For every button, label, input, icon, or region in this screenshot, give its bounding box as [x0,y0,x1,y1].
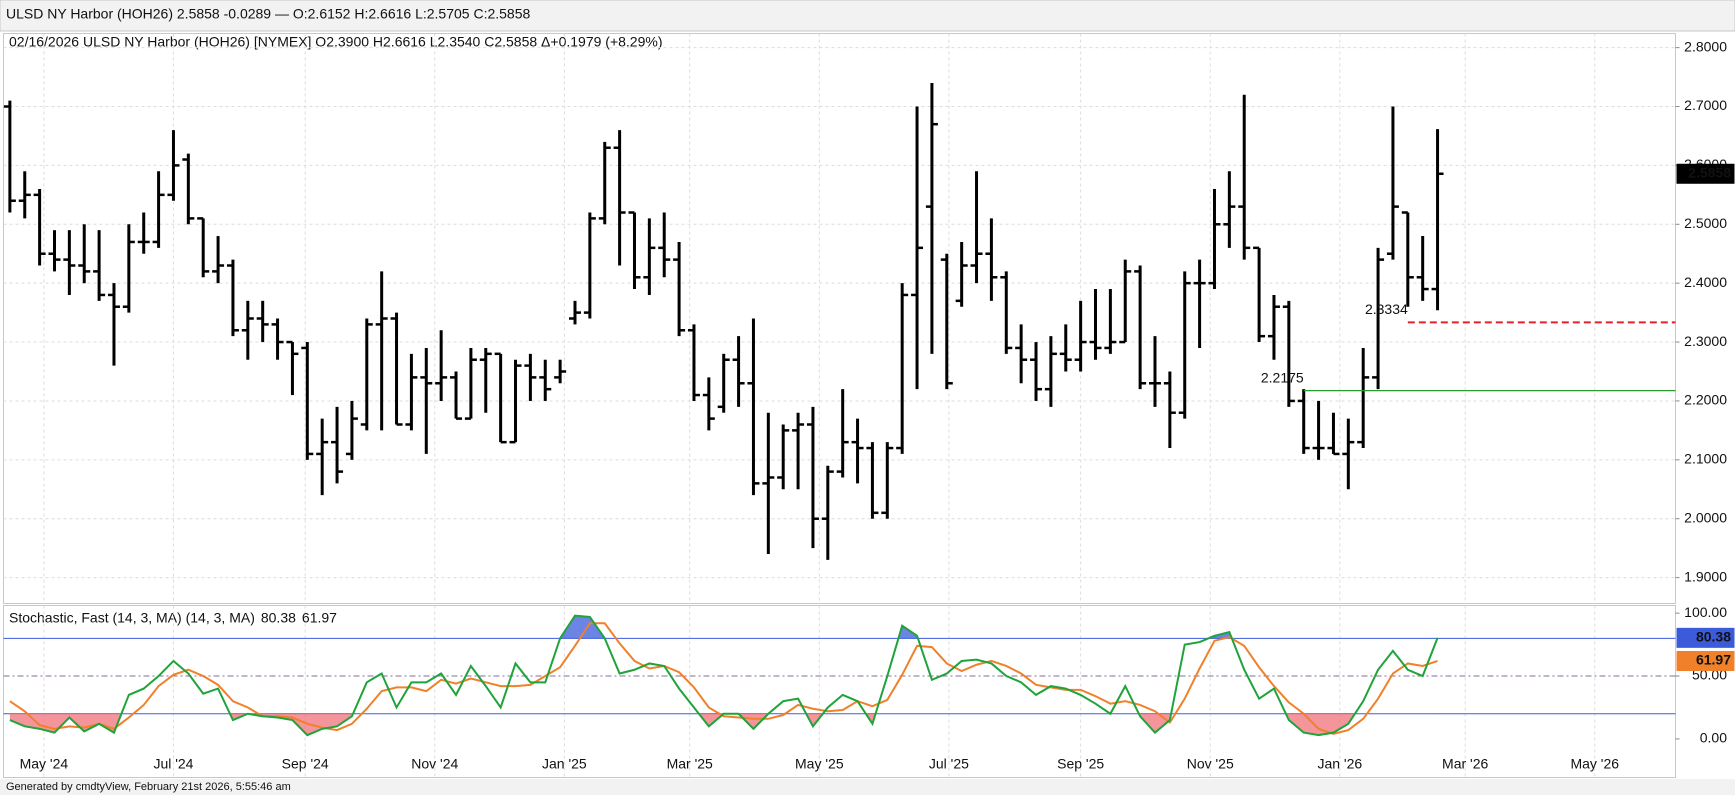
x-tick-label: Nov '24 [411,756,458,772]
x-tick-label: Mar '26 [1442,756,1488,772]
x-tick-label: Jan '25 [542,756,587,772]
last-price-label: 2.5858 [1688,164,1731,180]
y-tick-label: 0.00 [1700,730,1727,746]
stochastic-legend-value: 80.38 [261,610,296,626]
stochastic-panel [3,605,1676,778]
footer-text: Generated by cmdtyView, February 21st 20… [6,781,291,793]
y-tick-label: 2.1000 [1684,451,1727,467]
x-tick-label: May '25 [795,756,844,772]
header-text: ULSD NY Harbor (HOH26) 2.5858 -0.0289 — … [6,6,530,22]
y-tick-label: 1.9000 [1684,568,1727,584]
last-price-box [1676,163,1735,184]
price-level-label: 2.2175 [1261,369,1304,385]
footer-bar [0,779,1735,795]
last-value-box [1676,627,1735,648]
stochastic-legend-value: 61.97 [302,610,337,626]
y-tick-label: 2.4000 [1684,274,1727,290]
x-tick-label: Nov '25 [1187,756,1234,772]
y-tick-label: 2.3000 [1684,333,1727,349]
y-tick-label: 100.00 [1684,604,1727,620]
x-tick-label: May '24 [20,756,69,772]
x-tick-label: Sep '24 [282,756,329,772]
price-panel [3,33,1676,604]
stochastic-line [9,614,1439,737]
stochastic-title: Stochastic, Fast (14, 3, MA) (14, 3, MA) [9,610,255,626]
x-tick-label: Sep '25 [1057,756,1104,772]
last-value-box [1676,650,1735,671]
y-tick-label: 2.5000 [1684,215,1727,231]
y-tick-label: 2.2000 [1684,392,1727,408]
stochastic-line [9,622,1438,735]
x-tick-label: Jul '25 [929,756,969,772]
price-level-label: 2.3334 [1365,301,1408,317]
x-tick-label: Mar '25 [667,756,713,772]
price-legend: 02/16/2026 ULSD NY Harbor (HOH26) [NYMEX… [9,34,662,50]
y-tick-label: 2.0000 [1684,509,1727,525]
y-tick-label: 2.8000 [1684,38,1727,54]
x-tick-label: Jul '24 [153,756,193,772]
last-value-label: 61.97 [1696,652,1731,668]
x-tick-label: May '26 [1570,756,1619,772]
last-value-label: 80.38 [1696,629,1731,645]
header-bar [0,0,1735,32]
y-tick-label: 2.7000 [1684,97,1727,113]
x-tick-label: Jan '26 [1317,756,1362,772]
